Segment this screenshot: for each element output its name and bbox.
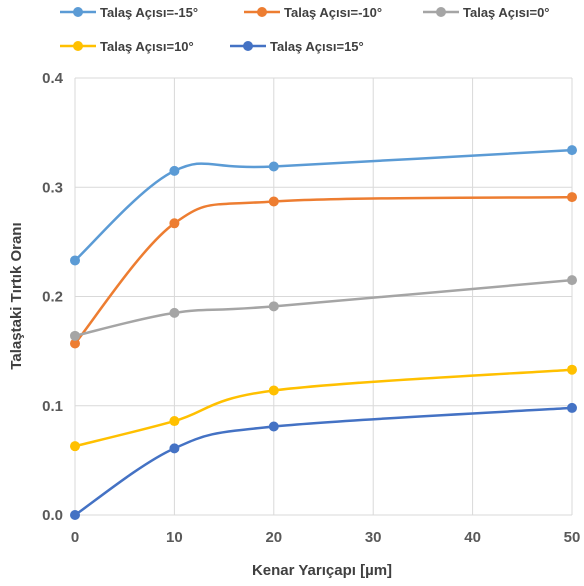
legend-label: Talaş Açısı=10° [100, 39, 194, 54]
series-2 [70, 192, 577, 349]
series-5 [70, 402, 577, 520]
series-line [74, 368, 573, 448]
series-line [74, 278, 573, 338]
y-tick-label: 0.0 [42, 507, 63, 524]
y-tick-label: 0.2 [42, 289, 63, 306]
legend-label: Talaş Açısı=15° [270, 39, 364, 54]
series-group [70, 145, 577, 520]
data-point [567, 402, 577, 413]
data-point [70, 255, 80, 266]
y-tick-label: 0.1 [42, 398, 63, 415]
data-point [169, 165, 180, 176]
series-1 [70, 145, 577, 266]
legend-label: Talaş Açısı=-10° [284, 5, 382, 20]
legend: Talaş Açısı=-15° Talaş Açısı=-10° Talaş Aç… [60, 5, 550, 54]
data-point [169, 307, 180, 318]
data-point [268, 196, 279, 207]
data-point [567, 275, 577, 286]
legend-marker [257, 7, 267, 17]
series-line [74, 195, 573, 345]
legend-item: Talaş Açısı=15° [230, 39, 364, 54]
legend-label: Talaş Açısı=-15° [100, 5, 198, 20]
legend-item: Talaş Açısı=0° [423, 5, 550, 20]
y-tick-label: 0.4 [42, 70, 64, 87]
data-point [169, 443, 180, 454]
data-point [70, 330, 80, 341]
series-line [74, 148, 573, 262]
legend-item: Talaş Açısı=-15° [60, 5, 198, 20]
data-point [268, 161, 279, 172]
data-point [70, 510, 80, 520]
tick-labels: 0.0 0.1 0.2 0.3 0.4 0 10 20 30 40 50 [42, 70, 580, 546]
y-tick-label: 0.3 [42, 179, 63, 196]
legend-label: Talaş Açısı=0° [463, 5, 550, 20]
legend-marker [436, 7, 446, 17]
data-point [268, 385, 279, 396]
x-tick-label: 40 [464, 529, 481, 546]
x-tick-label: 50 [564, 529, 581, 546]
legend-marker [73, 41, 83, 51]
series-3 [70, 275, 577, 341]
legend-item: Talaş Açısı=-10° [244, 5, 382, 20]
data-point [70, 338, 80, 349]
data-point [169, 416, 180, 427]
legend-marker [243, 41, 253, 51]
x-axis-title: Kenar Yarıçapı [µm] [252, 562, 392, 579]
x-tick-label: 10 [166, 529, 183, 546]
grid [74, 77, 573, 516]
legend-marker [73, 7, 83, 17]
data-point [70, 441, 80, 452]
y-axis-title: Talaştaki Tırtık Oranı [8, 222, 25, 369]
data-point [567, 192, 577, 203]
data-point [169, 218, 180, 229]
data-point [268, 421, 279, 432]
legend-item: Talaş Açısı=10° [60, 39, 194, 54]
series-line [74, 406, 573, 517]
x-tick-label: 20 [265, 529, 282, 546]
data-point [567, 145, 577, 156]
data-point [268, 301, 279, 312]
x-tick-label: 0 [71, 529, 79, 546]
x-tick-label: 30 [365, 529, 382, 546]
data-point [567, 364, 577, 375]
series-4 [70, 364, 577, 452]
